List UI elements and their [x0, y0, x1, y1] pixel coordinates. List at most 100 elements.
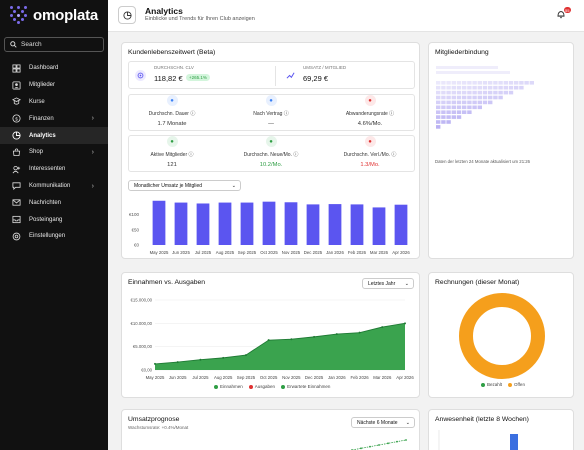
- bell-icon[interactable]: [556, 9, 566, 19]
- cohort-cell: [467, 81, 472, 85]
- cohort-cell: [436, 85, 441, 90]
- clv-metric: ● Durchschn. Neue/Mo. ⓘ 10.2/Mo.: [226, 136, 316, 168]
- cohort-cell: [451, 115, 456, 119]
- clv-metric: ● Aktive Mitglieder ⓘ 121: [127, 136, 217, 168]
- metric-value: 1.7 Monate: [157, 121, 187, 127]
- bar: [196, 203, 210, 245]
- cohort-cell: [477, 105, 482, 110]
- sidebar-item-label: Kommunikation: [29, 182, 71, 189]
- search-input[interactable]: Search: [4, 37, 104, 52]
- clv-avg-icon: [135, 70, 146, 81]
- sidebar-item-analytics[interactable]: Analytics: [0, 127, 108, 144]
- sidebar-item-finanzen[interactable]: $ Finanzen ›: [0, 110, 108, 127]
- cohort-header: [436, 66, 498, 69]
- chevron-right-icon: ›: [91, 115, 94, 123]
- cohort-cell: [503, 85, 508, 90]
- income-area-chart: €15.000,00 €10.000,00 €5.000,00 €0,00 May 20…: [130, 298, 414, 381]
- sidebar-item-label: Dashboard: [29, 65, 59, 72]
- cohort-cell: [441, 100, 446, 105]
- cohort-cell: [446, 90, 451, 95]
- cohort-cell: [519, 81, 524, 85]
- cohort-cell: [498, 90, 503, 95]
- clv-metrics-bottom: [128, 135, 415, 172]
- cohort-cell: [441, 95, 446, 100]
- cohort-cell: [446, 120, 451, 124]
- y-tick-label: €0,00: [141, 368, 152, 373]
- data-point: [360, 447, 362, 450]
- chevron-down-icon: ⌄: [231, 183, 236, 189]
- cohort-cell: [451, 81, 456, 85]
- data-point: [335, 333, 338, 336]
- sidebar-item-nachrichten[interactable]: Nachrichten: [0, 194, 108, 211]
- data-point: [313, 335, 316, 338]
- clv-card: Kundenlebenszeitwert (Beta) DURCHSCHN. C…: [121, 42, 420, 259]
- cohort-cell: [482, 95, 488, 100]
- clv-metrics-top: [128, 94, 415, 131]
- logo-icon: [10, 6, 28, 24]
- sidebar-item-einstellungen[interactable]: Einstellungen: [0, 228, 108, 245]
- sidebar-item-posteingang[interactable]: Posteingang: [0, 211, 108, 228]
- data-point: [358, 331, 361, 334]
- sidebar-item-shop[interactable]: Shop ›: [0, 144, 108, 161]
- metric-value: 121: [167, 162, 177, 168]
- user-minus-icon: ●: [364, 95, 376, 106]
- attendance-title: Anwesenheit (letzte 8 Wochen): [435, 416, 529, 423]
- data-point: [154, 362, 156, 365]
- svg-text:$: $: [15, 117, 18, 123]
- search-label: Search: [21, 41, 42, 48]
- metric-value: —: [268, 121, 274, 127]
- cohort-cell: [529, 81, 534, 85]
- cohort-cell: [472, 90, 477, 95]
- bar: [240, 202, 254, 245]
- chevron-right-icon: ›: [91, 182, 94, 190]
- search-icon: [10, 41, 17, 48]
- bar: [372, 207, 386, 245]
- app-logo[interactable]: omoplata: [10, 6, 98, 24]
- sidebar-item-mitglieder[interactable]: Mitglieder: [0, 77, 108, 94]
- x-tick-label: May 2025: [146, 375, 165, 380]
- invoices-card: Rechnungen (dieser Monat) Bezahlt Offen: [428, 272, 574, 398]
- x-tick-label: Jan 2026: [328, 375, 346, 380]
- cohort-cell: [488, 85, 493, 90]
- forecast-select-label: Nächste 6 Monate: [357, 419, 398, 426]
- x-tick-label: Aug 2025: [216, 250, 235, 255]
- cohort-cell: [451, 90, 456, 95]
- invoices-title: Rechnungen (dieser Monat): [435, 279, 520, 286]
- sidebar-item-kurse[interactable]: Kurse: [0, 94, 108, 111]
- cohort-cell: [514, 81, 519, 85]
- messages-icon: [12, 198, 21, 207]
- forecast-period-select[interactable]: Nächste 6 Monate ⌄: [351, 417, 415, 428]
- bar: [284, 202, 298, 245]
- cohort-cell: [488, 95, 493, 100]
- trend-icon: [286, 72, 295, 79]
- cohort-cell: [482, 85, 488, 90]
- cohort-cell: [472, 95, 477, 100]
- chevron-down-icon: ⌄: [405, 420, 410, 426]
- cohort-cell: [498, 95, 503, 100]
- cohort-cell: [493, 95, 498, 100]
- user-minus-icon: ●: [364, 136, 376, 147]
- metric-label: Durchschn. Dauer ⓘ: [148, 111, 196, 117]
- clv-metric: ● Durchschn. Verl./Mo. ⓘ 1.3/Mo.: [325, 136, 415, 168]
- metric-value: 1.3/Mo.: [360, 162, 380, 168]
- members-icon: [12, 81, 21, 90]
- sidebar-item-kommunikation[interactable]: Kommunikation ›: [0, 178, 108, 195]
- sidebar-item-interessenten[interactable]: Interessenten: [0, 161, 108, 178]
- cohort-cell: [456, 115, 462, 119]
- data-point: [244, 354, 247, 357]
- sidebar-item-dashboard[interactable]: Dashboard: [0, 60, 108, 77]
- cohort-cell: [456, 110, 462, 114]
- cohort-cell: [498, 85, 503, 90]
- sidebar-item-label: Kurse: [29, 98, 45, 105]
- cohort-cell: [462, 105, 467, 110]
- cohort-cell: [508, 85, 514, 90]
- income-period-select[interactable]: Letztes Jahr ⌄: [362, 278, 414, 289]
- clv-chart-select[interactable]: Monatlicher Umsatz je Mitglied ⌄: [128, 180, 241, 191]
- x-tick-label: Nov 2025: [282, 250, 301, 255]
- y-tick-label: €15.000,00: [130, 298, 152, 303]
- income-select-label: Letztes Jahr: [368, 280, 396, 287]
- bar: [152, 200, 166, 245]
- cohort-cell: [493, 90, 498, 95]
- cohort-cell: [493, 85, 498, 90]
- sidebar-item-label: Analytics: [29, 132, 56, 139]
